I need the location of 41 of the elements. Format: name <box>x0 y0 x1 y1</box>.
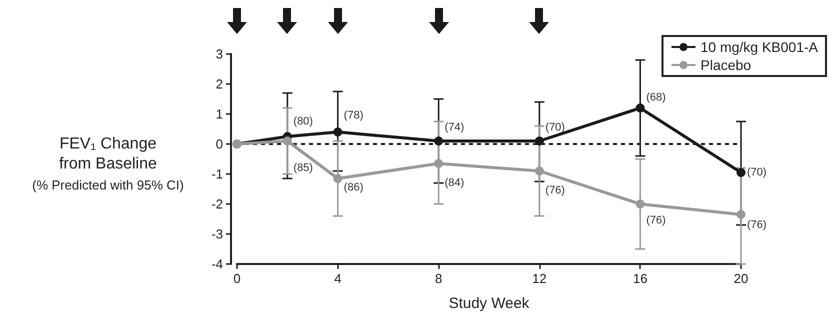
point <box>534 136 544 146</box>
point <box>333 174 342 183</box>
annotation: (86) <box>344 182 364 194</box>
annotation: (80) <box>293 116 313 128</box>
y-tick-label: 3 <box>216 46 223 62</box>
y-tick-label: -2 <box>211 196 223 212</box>
annotation: (74) <box>444 122 464 134</box>
annotation: (70) <box>545 122 565 134</box>
x-tick-label: 16 <box>632 271 648 286</box>
x-tick-label: 20 <box>734 271 748 286</box>
point <box>534 166 544 176</box>
y-tick-label: 1 <box>216 106 223 122</box>
annotation: (76) <box>646 214 666 226</box>
x-axis-title: Study Week <box>448 295 530 312</box>
legend-label: Placebo <box>700 57 752 73</box>
point <box>736 210 746 219</box>
annotation: (76) <box>747 219 767 231</box>
annotation: (78) <box>344 110 364 122</box>
annotation: (85) <box>293 162 313 174</box>
point <box>333 128 342 136</box>
annotation: (76) <box>545 184 565 196</box>
x-tick-label: 4 <box>334 271 342 286</box>
y-tick-label: 2 <box>216 76 223 92</box>
y-tick-label: -1 <box>211 166 223 182</box>
point <box>636 104 645 112</box>
legend-label: 10 mg/kg KB001-A <box>700 39 819 55</box>
point <box>434 136 444 146</box>
x-tick-label: 12 <box>532 271 547 286</box>
y-axis-title: FEV₁ Change from Baseline (% Predicted with 95% CI) <box>32 136 184 192</box>
y-tick-label: 0 <box>216 136 223 152</box>
point <box>636 200 645 208</box>
annotation: (70) <box>747 166 767 178</box>
point <box>736 168 746 177</box>
y-tick-label: -4 <box>211 256 223 272</box>
annotation: (84) <box>444 177 464 189</box>
x-tick-label: 0 <box>233 271 241 286</box>
point <box>282 136 292 146</box>
annotation: (68) <box>646 92 666 104</box>
point <box>434 159 444 168</box>
y-tick-label: -3 <box>211 226 223 242</box>
x-tick-label: 8 <box>434 271 442 286</box>
